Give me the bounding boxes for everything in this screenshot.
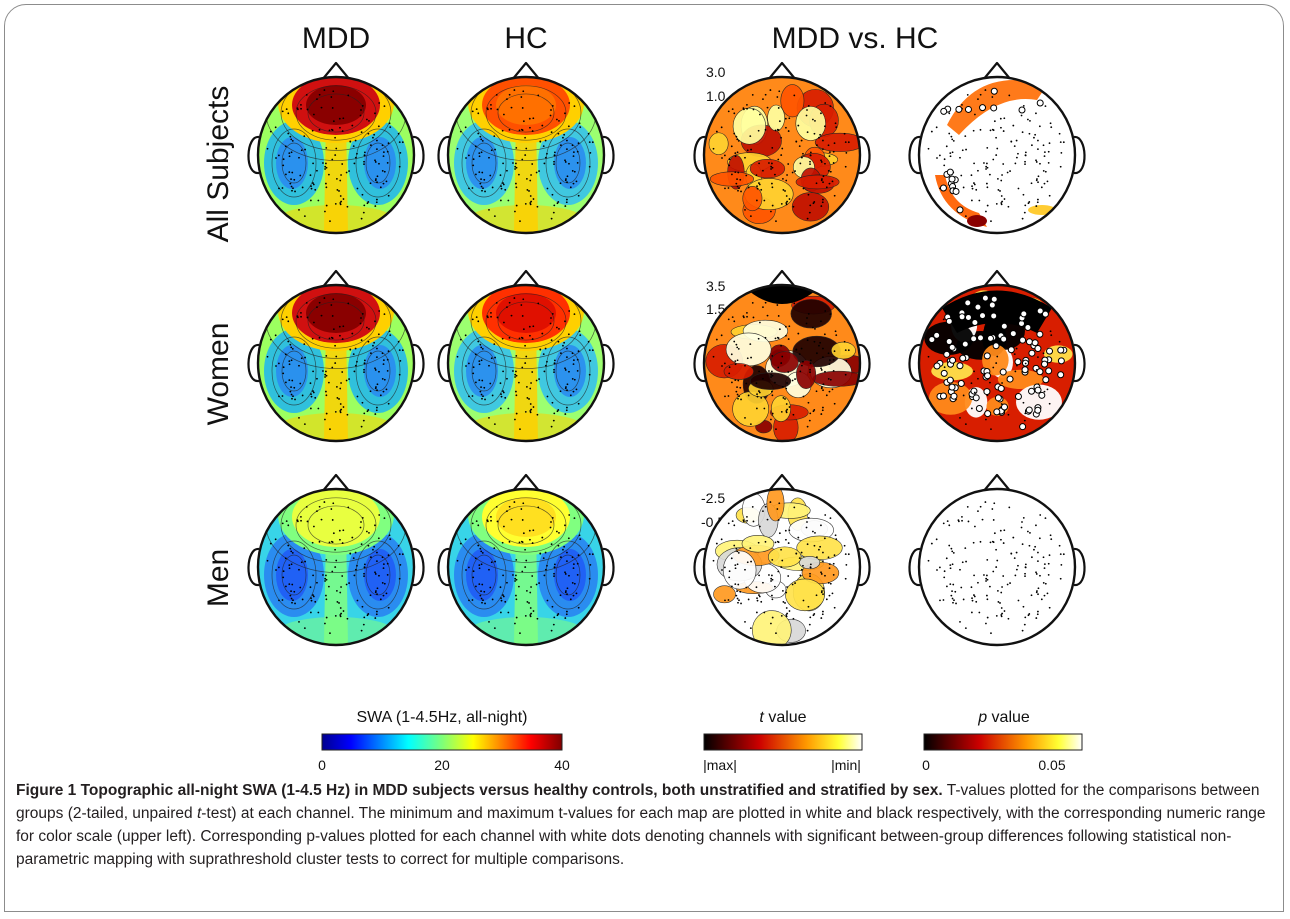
colorbar-p: p value 0 0.05 [922,709,1083,773]
figure-panel: MDD HC MDD vs. HC All Subjects Women Men… [202,22,1086,773]
colorbar-t-tick-min: |min| [831,757,861,773]
colorbar-swa-tick-20: 20 [434,757,450,773]
colorbar-swa: SWA (1-4.5Hz, all-night) 0 20 40 [318,709,570,773]
row-header-all-subjects: All Subjects [202,86,235,243]
caption-title: Figure 1 Topographic all-night SWA (1-4.… [16,782,943,799]
topomap-p-map-women [908,269,1086,443]
caption-body-1: T-values plotted for the comparisons bet… [16,782,1260,822]
topomap-mdd-men [247,473,425,647]
caption-body-2: -test) at each channel. The minimum and … [16,805,1266,868]
colorbar-t-gradient [703,733,863,751]
figure-frame [4,4,1284,912]
colorbar-swa-title: SWA (1-4.5Hz, all-night) [356,709,527,726]
colorbar-p-gradient [923,733,1083,751]
caption-body-italic: t [196,805,202,822]
column-header-hc: HC [504,22,547,55]
topomap-hc-men [437,473,615,647]
colorbar-t: t value |max| |min| [703,709,863,773]
topomap-mdd-all-subjects [247,61,425,235]
t-range-min-all: 1.0 [706,88,726,104]
figure-caption: Figure 1 Topographic all-night SWA (1-4.… [16,779,1272,871]
row-header-men: Men [202,549,235,607]
colorbar-p-tick-005: 0.05 [1038,757,1065,773]
colorbar-swa-gradient [321,733,563,751]
topomap-hc-all-subjects [437,61,615,235]
t-range-max-all: 3.0 [706,64,726,80]
topomap-p-map-all-subjects [908,61,1086,235]
t-range-max-men: -2.5 [701,490,725,506]
topomap-p-map-men [908,473,1086,647]
column-header-mdd-vs-hc: MDD vs. HC [772,22,939,55]
colorbar-p-tick-0: 0 [922,757,930,773]
colorbar-swa-tick-0: 0 [318,757,326,773]
colorbar-p-title: p value [977,709,1030,726]
topomap-t-map-women [693,269,871,443]
t-range-max-women: 3.5 [706,278,726,294]
topomap-hc-women [437,269,615,443]
colorbar-swa-tick-40: 40 [554,757,570,773]
column-header-mdd: MDD [302,22,370,55]
topomap-mdd-women [247,269,425,443]
row-header-women: Women [202,323,235,426]
colorbar-t-tick-max: |max| [703,757,737,773]
colorbar-t-title: t value [759,709,806,726]
topomap-t-map-men [693,473,871,647]
topomap-t-map-all-subjects [693,61,871,235]
